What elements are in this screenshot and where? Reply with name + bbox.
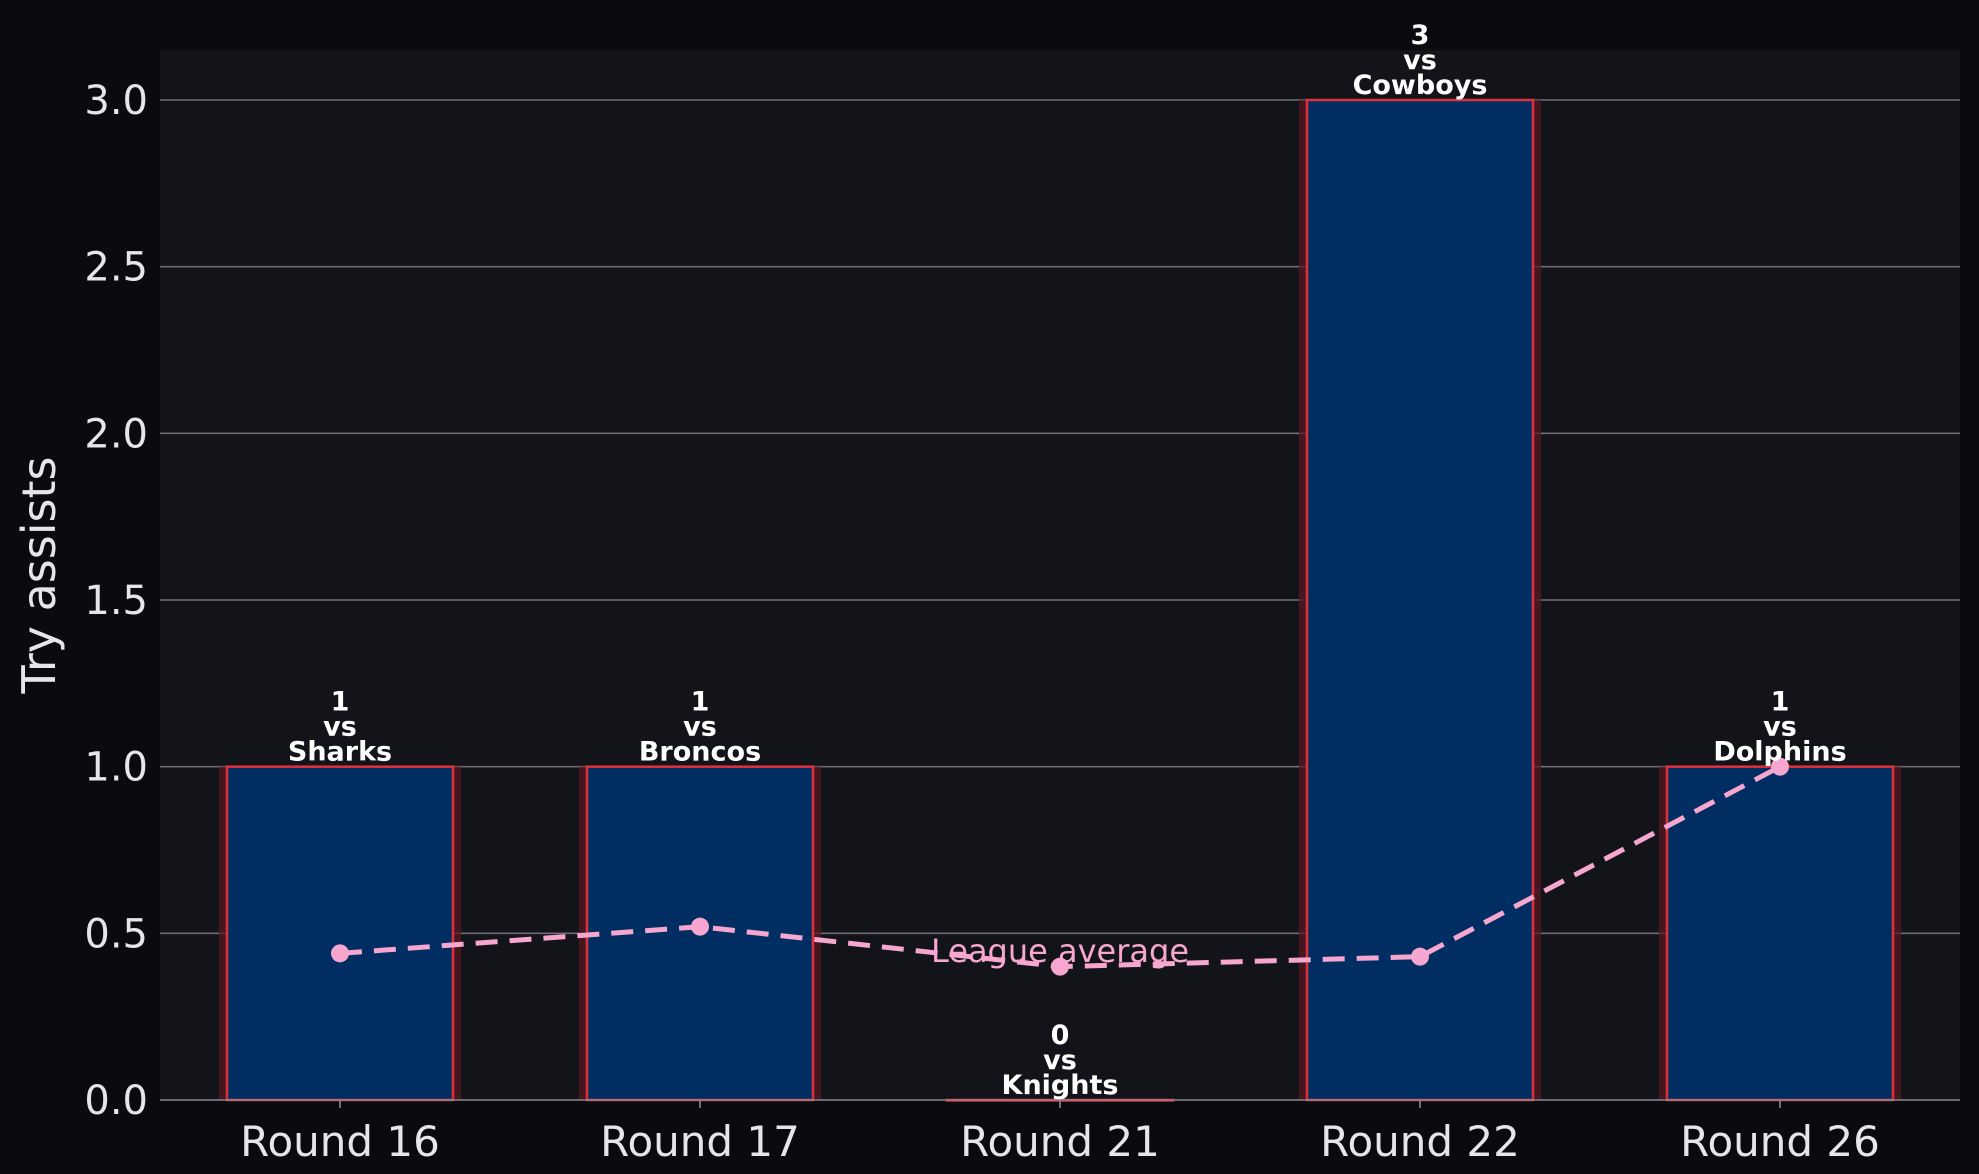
bar-round-16	[225, 765, 455, 1102]
league-average-line	[331, 757, 1789, 976]
bar-data-label: vs	[1763, 712, 1797, 743]
league-average-point	[1411, 947, 1429, 966]
bar-data-label: vs	[1043, 1045, 1077, 1076]
league-average-point	[1051, 957, 1069, 976]
bar-data-label: Knights	[1002, 1070, 1119, 1101]
bar-data-label: vs	[683, 712, 717, 743]
bar-data-label: vs	[1403, 45, 1437, 76]
bar-data-label: 0	[1051, 1020, 1070, 1051]
bar-data-label: Broncos	[639, 737, 761, 768]
bar-round-22	[1305, 98, 1535, 1102]
league-average-point	[691, 917, 709, 936]
x-tick-label: Round 17	[600, 1117, 800, 1166]
bar-data-label: vs	[323, 712, 357, 743]
league-average-point	[1771, 757, 1789, 776]
y-tick-label: 0.5	[84, 911, 148, 957]
bar-data-label: 1	[1771, 687, 1790, 718]
league-average-point	[331, 944, 349, 963]
x-tick-label: Round 26	[1680, 1117, 1880, 1166]
bar-data-label: 1	[331, 687, 350, 718]
x-tick-label: Round 21	[960, 1117, 1160, 1166]
x-tick-label: Round 22	[1320, 1117, 1520, 1166]
league-average-annotation: League average	[931, 932, 1189, 970]
y-tick-label: 1.0	[84, 745, 148, 791]
x-tick-label: Round 16	[240, 1117, 440, 1166]
y-axis-label: Try assists	[12, 457, 66, 695]
bar-data-label: 1	[691, 687, 710, 718]
bars	[219, 98, 1901, 1102]
y-tick-label: 3.0	[84, 78, 148, 124]
bar-data-label: Dolphins	[1713, 737, 1846, 768]
y-tick-label: 2.0	[84, 411, 148, 457]
bar-round-26	[1665, 765, 1895, 1102]
bar-data-label: Cowboys	[1353, 70, 1488, 101]
axes: 0.0 0.5 1.0 1.5 2.0 2.5 3.0 Round 16 Round 17 Rou…	[84, 78, 1960, 1166]
bar-data-label: 3	[1411, 20, 1430, 51]
bar-labels: 1vsSharks1vsBroncos0vsKnights3vsCowboys1…	[288, 20, 1847, 1101]
y-tick-label: 1.5	[84, 578, 148, 624]
bar-data-label: Sharks	[288, 737, 392, 768]
y-tick-label: 2.5	[84, 245, 148, 291]
y-tick-label: 0.0	[84, 1078, 148, 1124]
